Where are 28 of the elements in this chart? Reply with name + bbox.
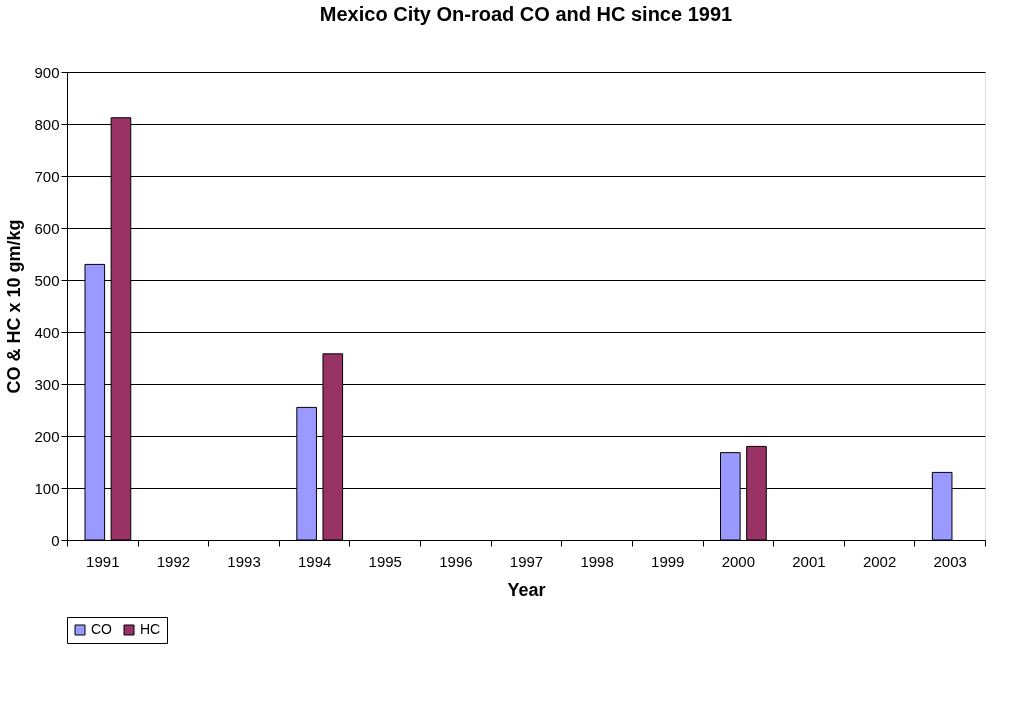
x-tick-label: 2000 — [721, 552, 756, 570]
y-tick-label: 300 — [34, 375, 60, 393]
y-tick-label: 0 — [51, 531, 60, 549]
y-tick-label: 700 — [34, 167, 60, 185]
legend-label: CO — [91, 621, 113, 637]
x-tick-label: 2001 — [792, 552, 826, 570]
x-tick-label: 1991 — [86, 552, 120, 570]
x-tick-label: 1997 — [509, 552, 544, 570]
y-tick-label: 100 — [34, 479, 60, 497]
x-tick-label: 1992 — [156, 552, 191, 570]
legend-label: HC — [140, 621, 161, 637]
x-tick-label: 1998 — [580, 552, 614, 570]
y-tick-label: 900 — [34, 63, 60, 81]
x-tick-label: 1999 — [651, 552, 685, 570]
x-axis-title: Year — [507, 579, 546, 600]
chart-title: Mexico City On-road CO and HC since 1991 — [319, 3, 733, 25]
x-tick-label: 1996 — [439, 552, 473, 570]
y-axis-title: CO & HC x 10 gm/kg — [4, 219, 25, 394]
y-tick-label: 600 — [34, 219, 60, 237]
y-tick-label: 800 — [34, 115, 60, 133]
x-tick-label: 1993 — [227, 552, 261, 570]
x-tick-label: 2002 — [862, 552, 897, 570]
y-tick-label: 500 — [34, 271, 60, 289]
y-tick-label: 200 — [34, 427, 60, 445]
x-tick-label: 2003 — [933, 552, 967, 570]
y-tick-label: 400 — [34, 323, 60, 341]
x-tick-label: 1994 — [297, 552, 332, 570]
x-tick-label: 1995 — [368, 552, 402, 570]
